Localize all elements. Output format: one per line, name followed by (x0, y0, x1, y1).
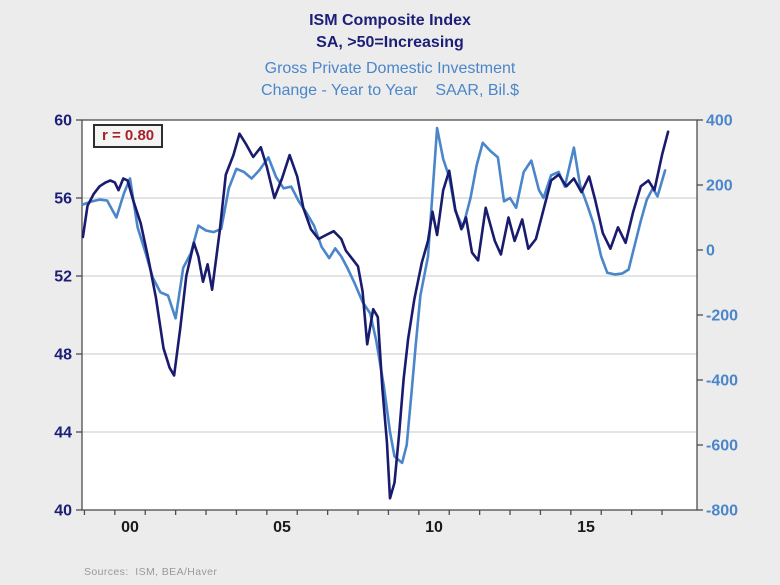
correlation-badge: r = 0.80 (93, 124, 164, 148)
left-axis-tick-label: 60 (54, 113, 72, 130)
left-axis-tick-label: 48 (54, 347, 72, 364)
left-axis-tick-label: 52 (54, 269, 72, 286)
ism-line (81, 130, 670, 500)
gpdi-line (81, 126, 667, 465)
right-axis-tick-label: -600 (706, 438, 738, 455)
subtitle-line-2: Change - Year to Year SAAR, Bil.$ (261, 82, 519, 99)
x-axis-tick-label: 10 (425, 519, 443, 536)
right-axis-tick-label: -800 (706, 503, 738, 520)
right-axis-tick-label: 0 (706, 243, 715, 260)
title-line-2: SA, >50=Increasing (316, 34, 464, 51)
x-axis-tick-label: 05 (273, 519, 291, 536)
right-axis-tick-label: -400 (706, 373, 738, 390)
subtitle-line-1: Gross Private Domestic Investment (264, 60, 516, 77)
left-axis-tick-label: 40 (54, 503, 72, 520)
left-axis-tick-label: 56 (54, 191, 72, 208)
right-axis-tick-label: -200 (706, 308, 738, 325)
x-axis-tick-label: 00 (121, 519, 139, 536)
plot-area (82, 120, 697, 510)
x-axis-tick-label: 15 (577, 519, 595, 536)
title-line-1: ISM Composite Index (309, 12, 471, 29)
source-note: Sources: ISM, BEA/Haver (84, 566, 218, 578)
right-axis-tick-label: 400 (706, 113, 733, 130)
left-axis-tick-label: 44 (54, 425, 72, 442)
right-axis-tick-label: 200 (706, 178, 733, 195)
chart-title-block: ISM Composite Index SA, >50=Increasing G… (0, 10, 780, 102)
